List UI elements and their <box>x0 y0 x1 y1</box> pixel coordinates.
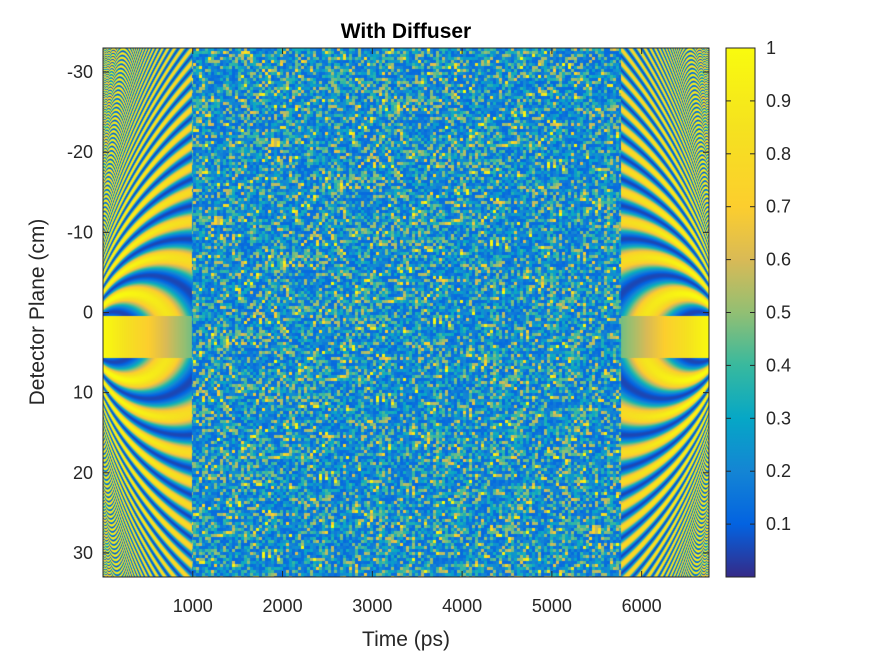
heatmap-raster <box>103 48 709 577</box>
colorbar-tick-label: 0.4 <box>766 355 791 375</box>
x-tick-label: 5000 <box>532 596 572 616</box>
chart-title: With Diffuser <box>341 20 471 43</box>
colorbar-tick-label: 0.8 <box>766 144 791 164</box>
colorbar-tick-label: 0.5 <box>766 303 791 323</box>
x-tick-label: 3000 <box>352 596 392 616</box>
colorbar-tick-label: 1 <box>766 38 776 58</box>
colorbar: 0.1 0.2 0.3 0.4 0.5 0.6 0.7 0.8 0.9 1 <box>725 38 791 578</box>
colorbar-tick-label: 0.2 <box>766 461 791 481</box>
y-tick-label: 10 <box>73 383 93 403</box>
x-axis-label: Time (ps) <box>362 628 450 651</box>
y-tick-label: 0 <box>83 303 93 323</box>
y-axis: -30 -20 -10 0 10 20 30 <box>67 62 709 563</box>
y-axis-label: Detector Plane (cm) <box>26 219 49 406</box>
colorbar-tick-label: 0.7 <box>766 197 791 217</box>
y-tick-label: 20 <box>73 463 93 483</box>
colorbar-ticks: 0.1 0.2 0.3 0.4 0.5 0.6 0.7 0.8 0.9 1 <box>726 38 791 534</box>
heatmap-image <box>103 48 709 577</box>
x-axis: 1000 2000 3000 4000 5000 6000 <box>173 48 662 616</box>
x-tick-label: 4000 <box>442 596 482 616</box>
y-tick-label: -10 <box>67 222 93 242</box>
x-tick-label: 6000 <box>622 596 662 616</box>
y-tick-label: -20 <box>67 142 93 162</box>
colorbar-tick-label: 0.3 <box>766 408 791 428</box>
colorbar-tick-label: 0.1 <box>766 514 791 534</box>
colorbar-tick-label: 0.6 <box>766 250 791 270</box>
y-tick-label: 30 <box>73 543 93 563</box>
x-tick-label: 2000 <box>263 596 303 616</box>
colorbar-tick-label: 0.9 <box>766 91 791 111</box>
y-tick-label: -30 <box>67 62 93 82</box>
x-tick-label: 1000 <box>173 596 213 616</box>
